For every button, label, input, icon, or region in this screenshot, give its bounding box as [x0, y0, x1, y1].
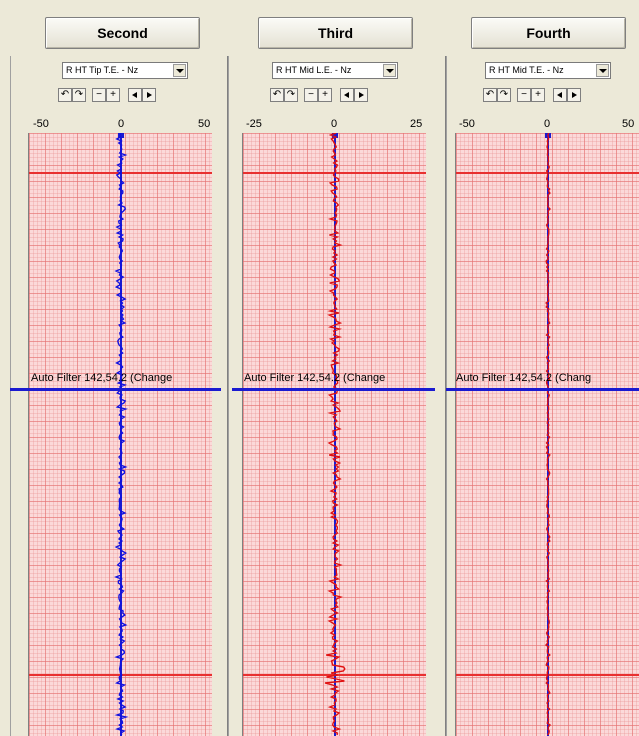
channel-dropdown-second[interactable]: R HT Tip T.E. - Nz — [62, 62, 188, 79]
tick-label: 0 — [331, 118, 338, 130]
filter-label: Auto Filter 142,54.2 (Chang — [456, 372, 592, 384]
chevron-down-icon[interactable] — [173, 64, 186, 77]
redo-button[interactable]: ↷ — [497, 88, 511, 102]
zoom-out-button[interactable]: − — [517, 88, 531, 102]
scroll-right-button[interactable] — [142, 88, 156, 102]
channel-dropdown-fourth[interactable]: R HT Mid T.E. - Nz — [485, 62, 611, 79]
tick-label: 25 — [410, 118, 423, 130]
column-button-second[interactable]: Second — [45, 17, 200, 49]
plot-svg — [456, 133, 639, 736]
scroll-left-button[interactable] — [553, 88, 567, 102]
cursor-line[interactable] — [232, 388, 435, 391]
tick-label: 50 — [198, 118, 211, 130]
signal-trace — [544, 133, 552, 736]
filter-label: Auto Filter 142,54.2 (Change — [31, 372, 173, 384]
scroll-right-button[interactable] — [567, 88, 581, 102]
chevron-down-icon[interactable] — [383, 64, 396, 77]
column-button-third[interactable]: Third — [258, 17, 413, 49]
zoom-out-button[interactable]: − — [92, 88, 106, 102]
tick-label: 50 — [622, 118, 635, 130]
cursor-line[interactable] — [10, 388, 221, 391]
plot-svg — [29, 133, 212, 736]
plot-area-third[interactable] — [242, 133, 426, 736]
zero-marker — [118, 133, 124, 138]
plot-svg — [243, 133, 426, 736]
tick-label: 0 — [544, 118, 551, 130]
column-button-fourth[interactable]: Fourth — [471, 17, 626, 49]
undo-button[interactable]: ↶ — [58, 88, 72, 102]
tick-label: -50 — [33, 118, 49, 130]
zero-marker — [332, 133, 338, 138]
channel-dropdown-third[interactable]: R HT Mid L.E. - Nz — [272, 62, 398, 79]
signal-trace — [324, 133, 346, 736]
channel-dropdown-value: R HT Mid L.E. - Nz — [276, 65, 352, 75]
redo-button[interactable]: ↷ — [72, 88, 86, 102]
undo-button[interactable]: ↶ — [270, 88, 284, 102]
signal-trace — [114, 133, 129, 736]
plot-area-second[interactable] — [28, 133, 212, 736]
tick-label: -25 — [246, 118, 262, 130]
tick-label: -50 — [459, 118, 475, 130]
redo-button[interactable]: ↷ — [284, 88, 298, 102]
chevron-down-icon[interactable] — [596, 64, 609, 77]
cursor-line[interactable] — [446, 388, 639, 391]
zoom-in-button[interactable]: + — [106, 88, 120, 102]
tick-label: 0 — [118, 118, 125, 130]
scroll-left-button[interactable] — [128, 88, 142, 102]
channel-dropdown-value: R HT Mid T.E. - Nz — [489, 65, 564, 75]
plot-area-fourth[interactable] — [455, 133, 639, 736]
scroll-right-button[interactable] — [354, 88, 368, 102]
filter-label: Auto Filter 142,54.2 (Change — [244, 372, 386, 384]
zoom-out-button[interactable]: − — [304, 88, 318, 102]
channel-dropdown-value: R HT Tip T.E. - Nz — [66, 65, 139, 75]
scroll-left-button[interactable] — [340, 88, 354, 102]
zoom-in-button[interactable]: + — [318, 88, 332, 102]
undo-button[interactable]: ↶ — [483, 88, 497, 102]
zoom-in-button[interactable]: + — [531, 88, 545, 102]
